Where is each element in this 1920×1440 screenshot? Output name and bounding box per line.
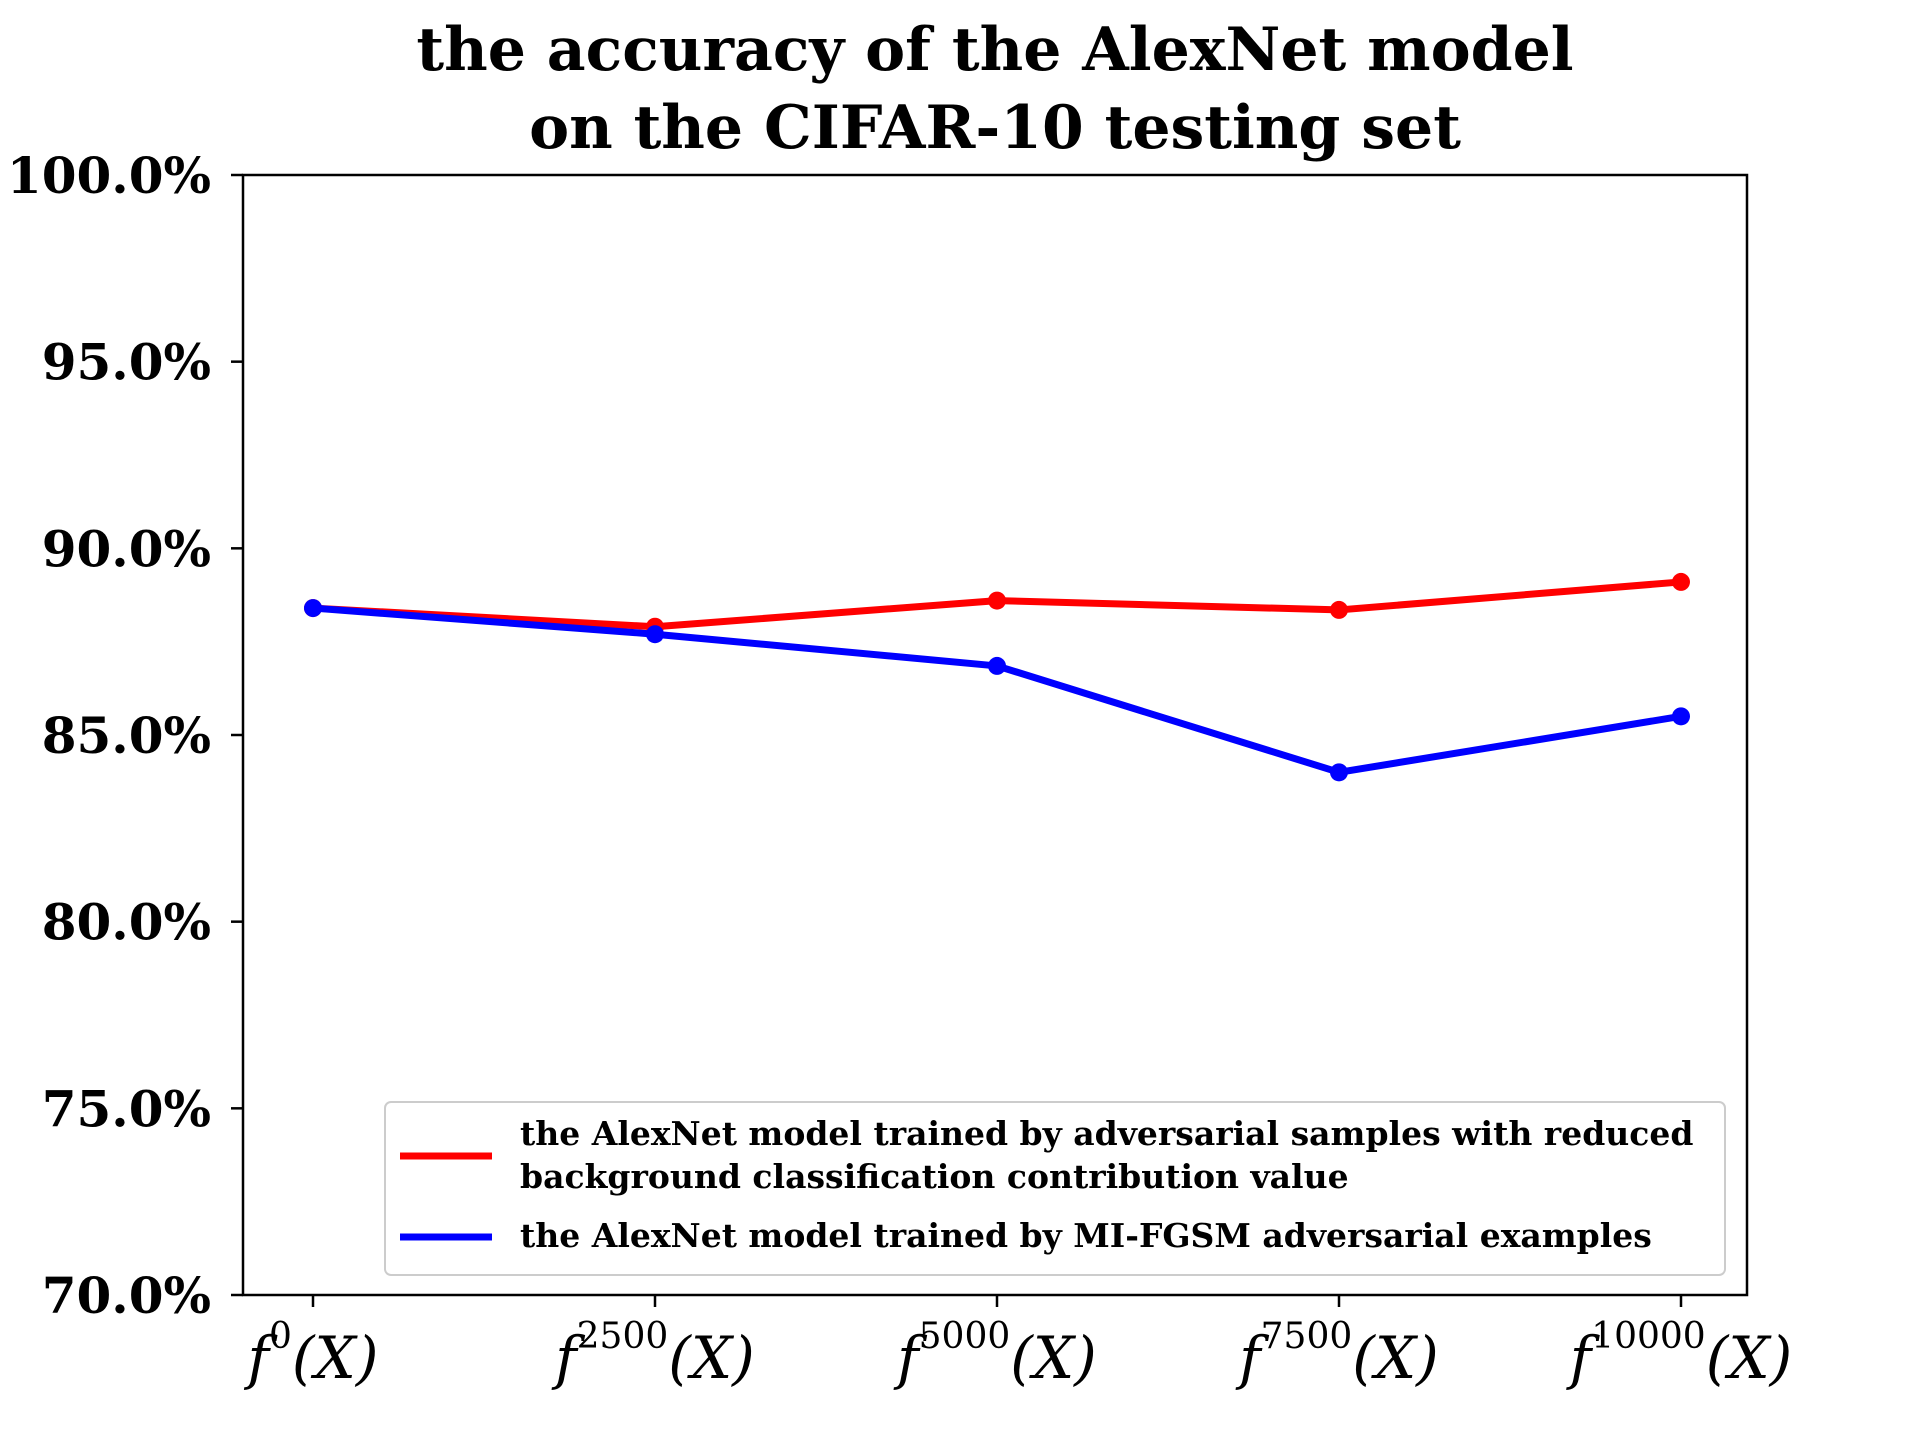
x-tick-label: f7500(X) (1235, 1316, 1439, 1392)
y-tick-label: 95.0% (42, 333, 211, 392)
series-lines (304, 572, 1690, 782)
legend-label: background classification contribution v… (520, 1157, 1349, 1196)
data-point (646, 625, 664, 644)
data-point (1330, 600, 1348, 619)
x-tick-label: f0(X) (244, 1316, 379, 1392)
y-tick-label: 90.0% (42, 519, 211, 578)
y-tick-label: 85.0% (42, 706, 211, 765)
title-line-2: on the CIFAR-10 testing set (529, 93, 1461, 163)
legend: the AlexNet model trained by adversarial… (384, 1101, 1726, 1276)
y-tick-label: 100.0% (7, 146, 211, 205)
x-tick-label: f5000(X) (893, 1316, 1097, 1392)
chart-title: the accuracy of the AlexNet model on the … (416, 15, 1573, 163)
y-axis: 70.0% 75.0% 80.0% 85.0% 90.0% 95.0% 100.0% (7, 146, 243, 1325)
x-tick-label: f10000(X) (1566, 1316, 1793, 1392)
data-point (1330, 763, 1348, 782)
x-axis: f0(X) f2500(X) f5000(X) f7500(X) f10000(X) (244, 1295, 1793, 1392)
legend-label: the AlexNet model trained by adversarial… (520, 1114, 1693, 1153)
legend-box (384, 1101, 1726, 1276)
y-tick-label: 75.0% (42, 1079, 211, 1138)
y-tick-label: 70.0% (42, 1266, 211, 1325)
legend-label: the AlexNet model trained by MI-FGSM adv… (520, 1216, 1652, 1255)
series-line-2 (312, 604, 1682, 776)
data-point (1672, 572, 1690, 591)
title-line-1: the accuracy of the AlexNet model (416, 15, 1573, 85)
data-point (1672, 707, 1690, 726)
data-point (988, 656, 1006, 675)
data-point (988, 591, 1006, 610)
x-tick-label: f2500(X) (551, 1316, 755, 1392)
data-point (304, 599, 322, 618)
y-tick-label: 80.0% (42, 893, 211, 952)
